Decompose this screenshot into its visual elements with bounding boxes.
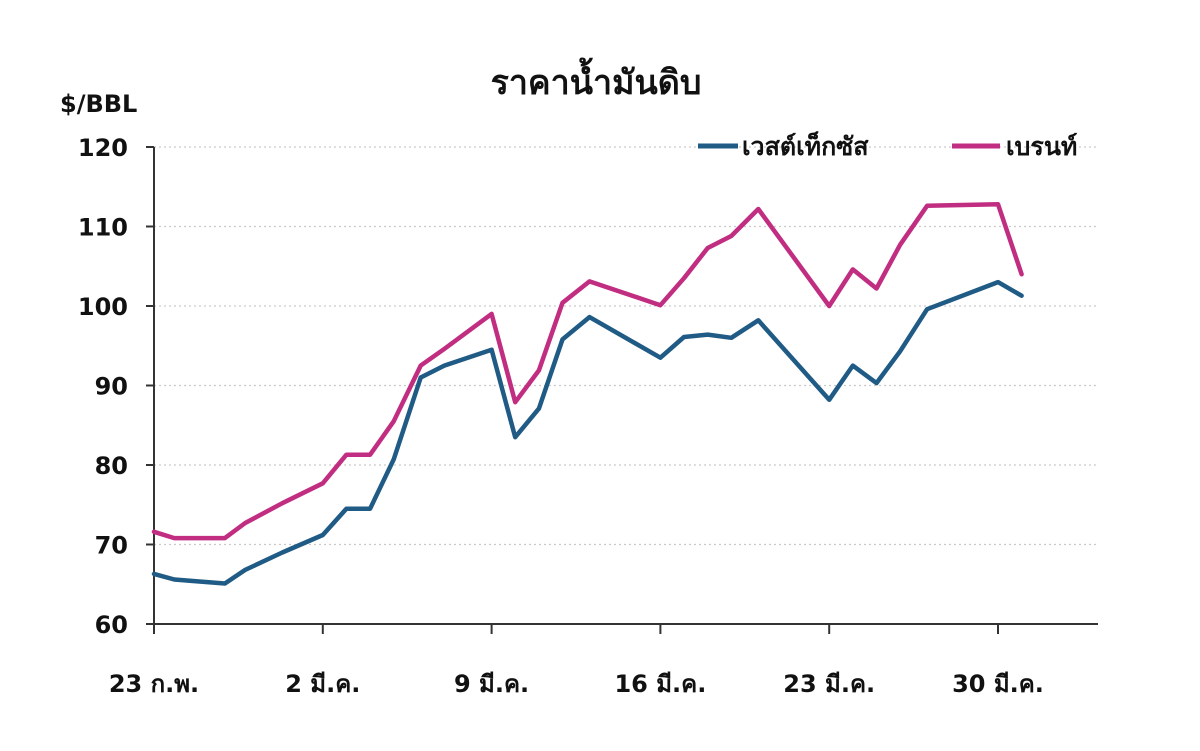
y-tick-label: 60	[95, 611, 128, 639]
series-line-wti	[151, 279, 1024, 586]
y-tick-label: 70	[95, 532, 128, 560]
y-tick-label: 80	[95, 452, 128, 480]
series-lines	[151, 201, 1024, 586]
y-tick-label: 120	[78, 134, 128, 162]
series-line-brent	[151, 201, 1024, 541]
y-tick-label: 100	[78, 293, 128, 321]
x-tick-label: 30 มี.ค.	[952, 670, 1044, 698]
axes: 60 70 80 90 100 110 120 23 ก.พ. 2 มี.ค. 9 มี.ค. 16…	[78, 134, 1098, 698]
x-tick-label: 9 มี.ค.	[454, 670, 529, 698]
x-tick-label: 16 มี.ค.	[614, 670, 706, 698]
legend-label: เบรนท์	[1006, 132, 1077, 161]
x-tick-label: 2 มี.ค.	[285, 670, 360, 698]
y-tick-label: 90	[95, 373, 128, 401]
legend-label: เวสต์เท็กซัส	[742, 131, 869, 161]
x-tick-label: 23 ก.พ.	[109, 670, 199, 698]
legend: เวสต์เท็กซัส เบรนท์	[698, 131, 1077, 161]
y-axis-unit-label: $/BBL	[60, 90, 137, 118]
x-tick-label: 23 มี.ค.	[783, 670, 875, 698]
y-tick-label: 110	[78, 214, 128, 242]
chart-title: ราคาน้ำมันดิบ	[491, 57, 702, 103]
